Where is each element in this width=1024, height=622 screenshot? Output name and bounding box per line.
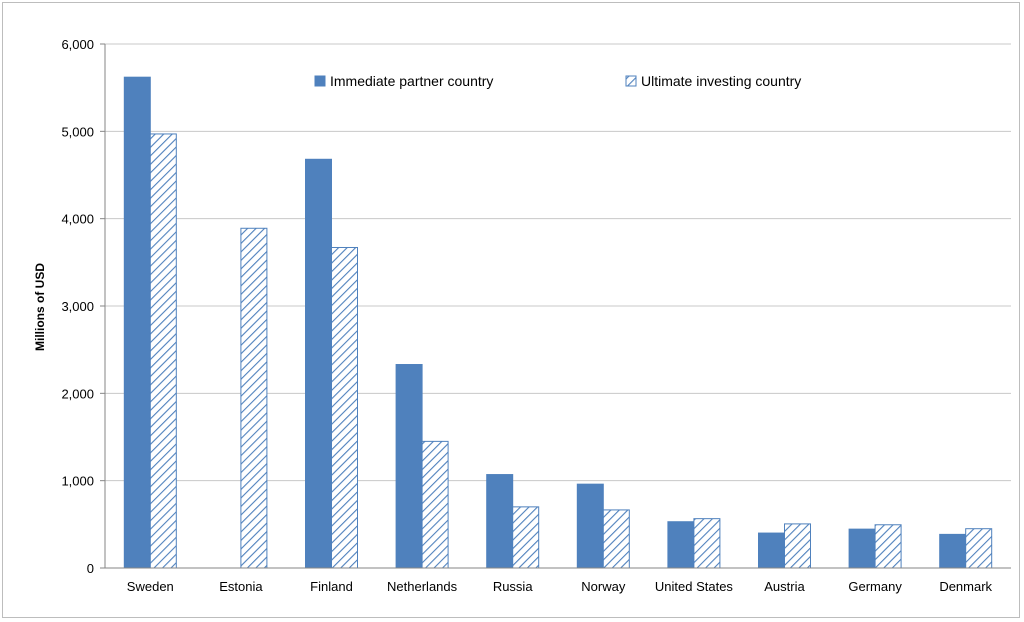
x-tick-label: Netherlands [387,579,458,594]
axes [104,44,1011,569]
bar-immediate-partner [123,76,151,569]
bar-immediate-partner [758,532,785,569]
gridlines [100,43,1011,569]
bar-ultimate-investing [512,506,540,569]
y-axis-label: Millions of USD [33,263,47,351]
bar-ultimate-investing [965,528,993,569]
bar-ultimate-investing [602,509,630,569]
bar-ultimate-investing [331,246,358,569]
y-tick-label: 0 [87,561,94,576]
bar-ultimate-investing [421,440,449,569]
x-tick-label: Russia [493,579,534,594]
bar-immediate-partner [576,483,604,569]
legend: Immediate partner country Ultimate invest… [314,73,801,89]
bar-ultimate-investing [693,518,721,569]
bar-ultimate-investing [874,524,902,569]
x-tick-label: Austria [764,579,805,594]
x-tick-label: Denmark [939,579,992,594]
bar-immediate-partner [395,364,423,569]
bar-ultimate-investing [240,227,268,569]
bar-immediate-partner [486,474,514,569]
x-tick-label: United States [655,579,734,594]
bar-immediate-partner [667,521,695,569]
legend-label: Immediate partner country [330,73,493,89]
bar-immediate-partner [939,533,967,569]
legend-swatch [314,75,326,87]
x-tick-labels: Sweden Estonia Finland Netherlands Russia Nor… [127,579,993,594]
y-tick-label: 2,000 [61,386,94,401]
y-tick-label: 3,000 [61,299,94,314]
x-tick-label: Sweden [127,579,174,594]
y-tick-label: 6,000 [61,37,94,52]
y-tick-label: 5,000 [61,124,94,139]
legend-label: Ultimate investing country [641,73,801,89]
y-tick-label: 1,000 [61,474,94,489]
bar-immediate-partner [848,528,876,569]
legend-swatch [625,75,637,87]
bar-ultimate-investing [784,523,811,569]
x-tick-label: Finland [310,579,353,594]
bar-immediate-partner [305,158,332,569]
x-tick-label: Estonia [219,579,263,594]
bars [123,76,993,569]
bar-ultimate-investing [149,133,177,569]
y-tick-label: 4,000 [61,212,94,227]
x-tick-label: Germany [848,579,902,594]
x-tick-label: Norway [581,579,626,594]
y-tick-labels: 0 1,000 2,000 3,000 4,000 5,000 6,000 [61,37,94,576]
